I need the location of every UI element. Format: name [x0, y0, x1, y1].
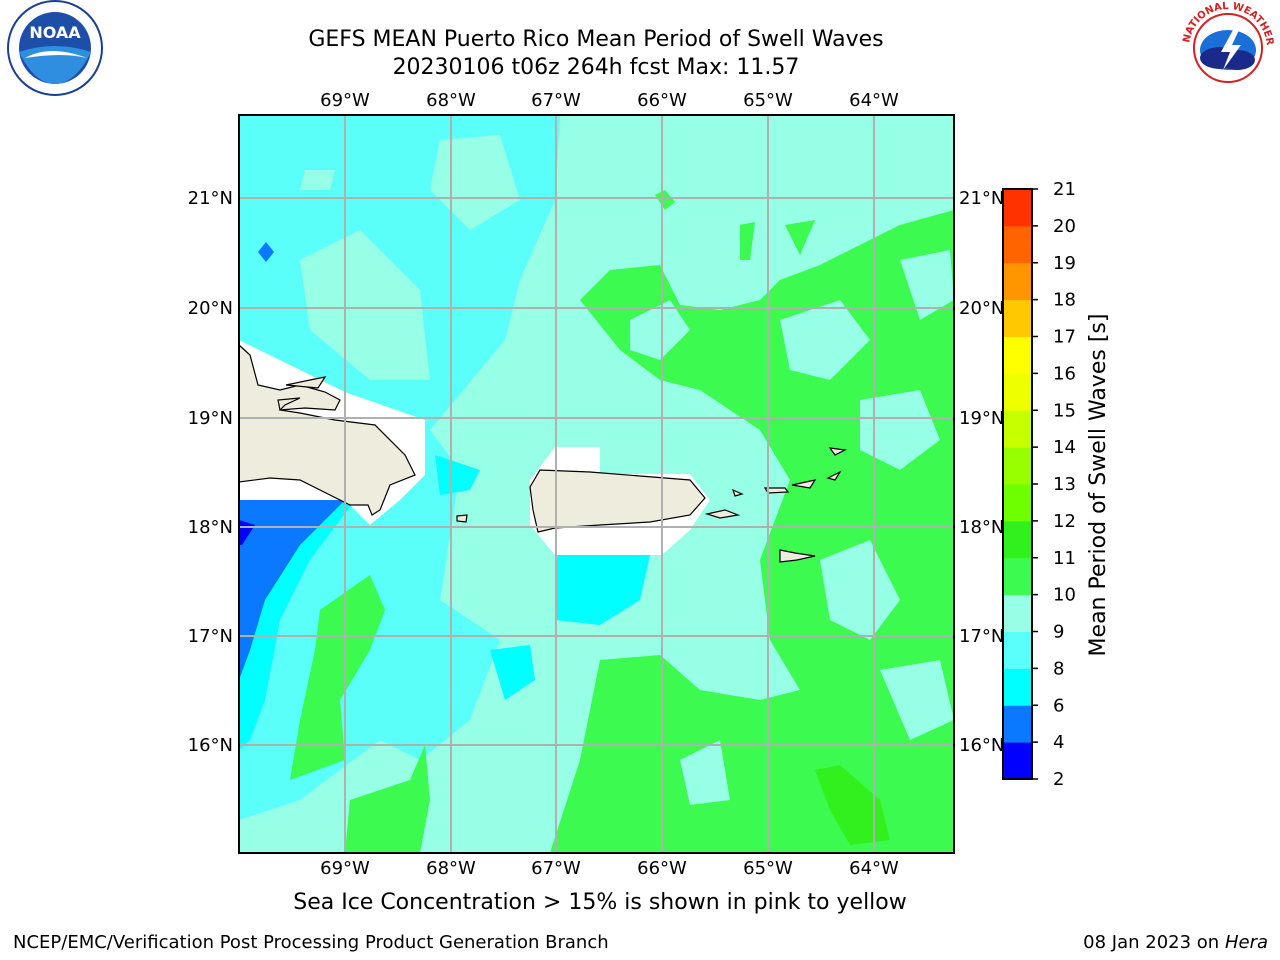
- colorbar-swatch: [1003, 262, 1032, 301]
- lon-label: 69°W: [320, 858, 370, 879]
- lat-label: 18°N: [188, 517, 233, 538]
- lon-label: 67°W: [531, 90, 581, 111]
- graticule: [239, 115, 954, 853]
- lon-label: 65°W: [743, 858, 793, 879]
- lon-label: 67°W: [531, 858, 581, 879]
- colorbar-swatch: [1003, 484, 1032, 522]
- colorbar-swatch: [1003, 189, 1032, 227]
- colorbar-swatch: [1003, 668, 1032, 706]
- colorbar-tick-label: 4: [1053, 732, 1064, 753]
- lat-label: 17°N: [188, 626, 233, 647]
- lat-label: 20°N: [188, 298, 233, 319]
- colorbar-tick-label: 12: [1053, 511, 1076, 532]
- lat-label: 16°N: [188, 735, 233, 756]
- colorbar-tick-label: 20: [1053, 216, 1076, 237]
- colorbar-tick-label: 17: [1053, 327, 1076, 348]
- contour-fill: [239, 115, 954, 853]
- nws-logo-icon: NATIONAL WEATHER SERVICE: [1177, 0, 1275, 95]
- colorbar-swatch: [1003, 557, 1032, 596]
- lat-label: 21°N: [188, 188, 233, 209]
- colorbar-tick-label: 11: [1053, 548, 1076, 569]
- colorbar-swatch: [1003, 447, 1032, 485]
- footer-date: 08 Jan 2023 on Hera: [1083, 932, 1268, 953]
- lat-labels-left: 21°N 20°N 19°N 18°N 17°N 16°N: [188, 188, 233, 756]
- colorbar-swatch: [1003, 594, 1032, 632]
- colorbar-label: Mean Period of Swell Waves [s]: [1086, 314, 1111, 657]
- lon-labels-top: 69°W 68°W 67°W 66°W 65°W 64°W: [320, 90, 899, 111]
- lat-label: 20°N: [959, 298, 1004, 319]
- colorbar-swatch: [1003, 299, 1032, 337]
- lon-label: 64°W: [849, 858, 899, 879]
- sea-ice-note: Sea Ice Concentration > 15% is shown in …: [293, 890, 907, 915]
- colorbar-swatch: [1003, 410, 1032, 448]
- noaa-logo-text: NOAA: [29, 23, 81, 42]
- lon-label: 65°W: [743, 90, 793, 111]
- lon-label: 66°W: [637, 858, 687, 879]
- lat-label: 21°N: [959, 188, 1004, 209]
- lat-label: 19°N: [188, 408, 233, 429]
- footer-credit: NCEP/EMC/Verification Post Processing Pr…: [13, 932, 609, 953]
- colorbar-tick-label: 6: [1053, 695, 1064, 716]
- lat-label: 18°N: [959, 517, 1004, 538]
- lon-labels-bottom: 69°W 68°W 67°W 66°W 65°W 64°W: [320, 858, 899, 879]
- colorbar: 2 4 6 8 9 10 11 12 13 14 15 16 17 18 19 20 21: [1002, 179, 1076, 790]
- lon-label: 69°W: [320, 90, 370, 111]
- lat-label: 19°N: [959, 408, 1004, 429]
- lat-label: 17°N: [959, 626, 1004, 647]
- title-line-1: GEFS MEAN Puerto Rico Mean Period of Swe…: [308, 27, 884, 52]
- colorbar-swatch: [1003, 705, 1032, 743]
- lon-label: 64°W: [849, 90, 899, 111]
- colorbar-tick-label: 13: [1053, 474, 1076, 495]
- colorbar-tick-label: 2: [1053, 769, 1064, 790]
- colorbar-tick-label: 10: [1053, 585, 1076, 606]
- colorbar-tick-label: 19: [1053, 253, 1076, 274]
- colorbar-tick-label: 18: [1053, 290, 1076, 311]
- colorbar-swatch: [1003, 520, 1032, 559]
- lat-labels-right: 21°N 20°N 19°N 18°N 17°N 16°N: [959, 188, 1004, 756]
- colorbar-tick-label: 16: [1053, 363, 1076, 384]
- lat-label: 16°N: [959, 735, 1004, 756]
- footer-date-text: 08 Jan 2023 on: [1083, 932, 1225, 953]
- map-frame: [238, 114, 955, 854]
- colorbar-tick-label: 8: [1053, 658, 1064, 679]
- lon-label: 66°W: [637, 90, 687, 111]
- lon-label: 68°W: [426, 858, 476, 879]
- colorbar-swatch: [1003, 225, 1032, 264]
- colorbar-tick-label: 9: [1053, 622, 1064, 643]
- title-line-2: 20230106 t06z 264h fcst Max: 11.57: [392, 55, 800, 80]
- footer-host: Hera: [1224, 932, 1268, 953]
- colorbar-swatch: [1003, 373, 1032, 411]
- colorbar-tick-label: 21: [1053, 179, 1076, 200]
- colorbar-swatch: [1003, 631, 1032, 669]
- noaa-logo-icon: NOAA: [7, 0, 103, 96]
- colorbar-swatch: [1003, 336, 1032, 374]
- colorbar-swatch: [1003, 742, 1032, 780]
- colorbar-tick-label: 14: [1053, 437, 1076, 458]
- lon-label: 68°W: [426, 90, 476, 111]
- colorbar-tick-label: 15: [1053, 400, 1076, 421]
